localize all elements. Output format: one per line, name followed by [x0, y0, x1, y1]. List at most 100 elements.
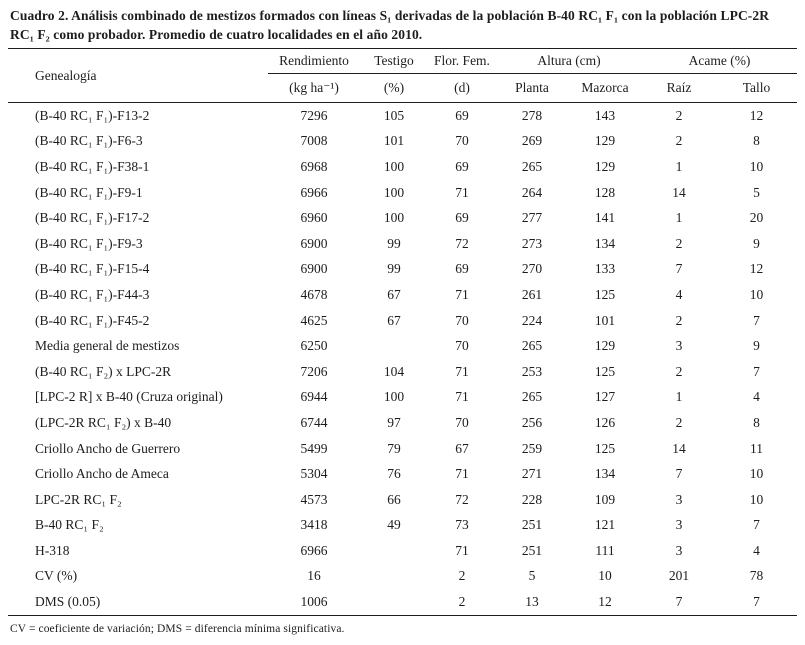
table-row: (B-40 RC₁ F₁)-F38-1 6968 100 69 265 129 1 10	[8, 154, 797, 180]
table-cell: 125	[594, 440, 616, 456]
table-cell: 265	[521, 389, 543, 405]
table-cell: 9	[753, 338, 760, 354]
row-label: H-318	[35, 542, 70, 558]
table-cell: 101	[594, 312, 616, 328]
table-cell: 76	[387, 466, 401, 482]
table-cell: 9	[753, 235, 760, 251]
row-label: (B-40 RC₁ F₁)-F6-3	[35, 133, 143, 149]
table-row: Media general de mestizos 6250 70 265 129 3 9	[8, 333, 797, 359]
row-label: (B-40 RC₁ F₁)-F17-2	[35, 210, 150, 226]
table-cell: 7	[716, 589, 798, 616]
table-cell: 79	[387, 440, 401, 456]
table-cell: 259	[521, 440, 543, 456]
table-cell: 100	[383, 210, 405, 226]
table-cell: 69	[455, 158, 469, 174]
table-cell: 66	[387, 491, 401, 507]
table-cell: 129	[594, 133, 616, 149]
header-unit-testigo: (%)	[360, 73, 428, 103]
row-label: B-40 RC₁ F₂	[35, 517, 104, 533]
table-cell: 3	[675, 491, 683, 507]
table-cell	[360, 589, 428, 616]
table-row: (B-40 RC₁ F₁)-F9-1 6966 100 71 264 128 14 5	[8, 180, 797, 206]
table-cell: 71	[455, 542, 469, 558]
table-cell: 224	[521, 312, 543, 328]
table-cell: 2	[675, 235, 683, 251]
table-cell: 4678	[300, 286, 328, 302]
table-cell: 141	[594, 210, 616, 226]
table-cell: 6966	[300, 542, 328, 558]
table-cell: 72	[455, 235, 469, 251]
table-cell	[360, 564, 428, 590]
header-genealogia: Genealogía	[8, 49, 268, 103]
table-cell: 4573	[300, 491, 328, 507]
table-caption: Cuadro 2. Análisis combinado de mestizos…	[8, 5, 797, 49]
table-cell: 12	[749, 107, 764, 123]
table-cell: 278	[521, 107, 543, 123]
table-cell: 3418	[300, 517, 328, 533]
header-col-mazorca: Mazorca	[568, 73, 643, 103]
table-cell: 127	[594, 389, 616, 405]
header-col-planta: Planta	[496, 73, 568, 103]
table-cell: 99	[387, 261, 401, 277]
table-cell: 271	[521, 466, 543, 482]
table-cell: 70	[455, 133, 469, 149]
table-cell: 67	[387, 286, 401, 302]
table-row: (B-40 RC₁ F₁)-F13-2 7296 105 69 278 143 2 12	[8, 103, 797, 129]
table-cell: 5	[753, 184, 760, 200]
table-cell	[360, 538, 428, 564]
row-label: (B-40 RC₁ F₁)-F13-2	[35, 107, 150, 123]
table-cell: 143	[594, 107, 616, 123]
header-col-tallo: Tallo	[716, 73, 798, 103]
table-cell: 71	[455, 363, 469, 379]
table-row: CV (%) 16 2 5 10 201 78	[8, 564, 797, 590]
table-cell: 253	[521, 363, 543, 379]
table-cell: 2	[675, 133, 683, 149]
table-cell: 6900	[300, 261, 328, 277]
table-row: (B-40 RC₁ F₁)-F17-2 6960 100 69 277 141 1 20	[8, 205, 797, 231]
table-cell: 14	[672, 184, 686, 200]
table-cell: 7	[642, 589, 717, 616]
row-label: (LPC-2R RC₁ F₂) x B-40	[35, 414, 172, 430]
table-cell: 16	[307, 568, 321, 584]
table-cell: 8	[753, 414, 760, 430]
table-cell: 3	[675, 517, 683, 533]
table-cell: 1006	[268, 589, 360, 616]
table-cell: 7206	[300, 363, 328, 379]
table-cell: 129	[594, 158, 616, 174]
table-cell: 71	[455, 184, 469, 200]
row-label: (B-40 RC₁ F₁)-F9-3	[35, 235, 143, 251]
table-cell: 3	[675, 338, 683, 354]
table-cell: 8	[753, 133, 760, 149]
table-row: Criollo Ancho de Guerrero 5499 79 67 259 125 1…	[8, 436, 797, 462]
table-cell: 251	[521, 542, 543, 558]
table-row: (B-40 RC₁ F₁)-F6-3 7008 101 70 269 129 2 8	[8, 129, 797, 155]
header-group-flor-fem: Flor. Fem.	[428, 49, 496, 74]
table-row: (B-40 RC₁ F₁)-F15-4 6900 99 69 270 133 7 12	[8, 257, 797, 283]
row-label: (B-40 RC₁ F₁)-F44-3	[35, 286, 150, 302]
row-label: (B-40 RC₁ F₂) x LPC-2R	[35, 363, 172, 379]
table-cell: 109	[594, 491, 616, 507]
table-cell: 73	[455, 517, 469, 533]
table-cell: 11	[750, 440, 764, 456]
table-cell: 2	[675, 312, 683, 328]
table-row: (LPC-2R RC₁ F₂) x B-40 6744 97 70 256 126 2 8	[8, 410, 797, 436]
header-group-rendimiento: Rendimiento	[268, 49, 360, 74]
row-label: DMS (0.05)	[8, 589, 268, 616]
table-cell: 10	[598, 568, 612, 584]
table-cell: 14	[672, 440, 686, 456]
header-group-acame: Acame (%)	[642, 49, 798, 74]
table-cell: 99	[387, 235, 401, 251]
table-cell: 3	[675, 542, 683, 558]
row-label: Criollo Ancho de Guerrero	[35, 440, 181, 456]
table-cell: 2	[675, 363, 683, 379]
table-footnote: CV = coeficiente de variación; DMS = dif…	[10, 622, 345, 635]
header-col-raiz: Raíz	[642, 73, 717, 103]
table-cell: 10	[749, 158, 764, 174]
row-label: [LPC-2 R] x B-40 (Cruza original)	[35, 389, 223, 405]
table-cell: 5	[528, 568, 536, 584]
table-row: H-318 6966 71 251 111 3 4	[8, 538, 797, 564]
row-label: Media general de mestizos	[35, 338, 180, 354]
table-cell: 5499	[300, 440, 328, 456]
table-cell: 13	[496, 589, 568, 616]
